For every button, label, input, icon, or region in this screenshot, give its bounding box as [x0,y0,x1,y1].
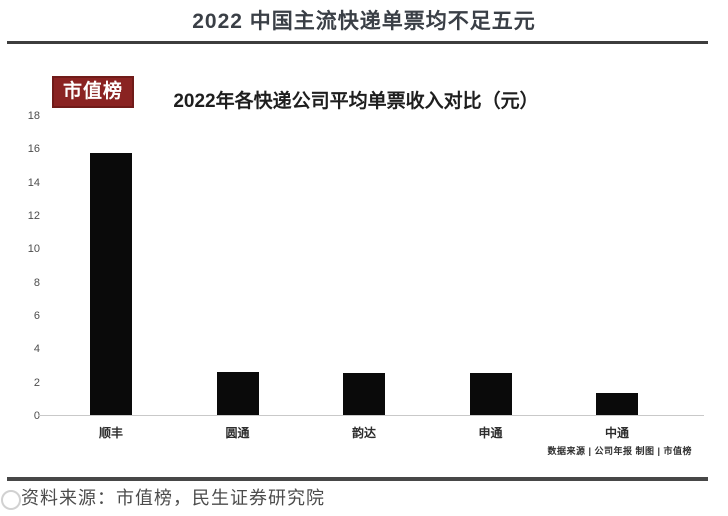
chart-source-note: 数据来源 | 公司年报 制图 | 市值榜 [547,446,692,456]
y-tick-label: 18 [27,110,40,122]
y-tick-label: 4 [33,343,40,356]
bar [90,153,132,415]
y-tick-label: 12 [27,210,40,222]
plot-area: 顺丰 圆通 韵达 申通 中通 [38,116,704,440]
watermark-icon [1,490,21,510]
page-title: 2022 中国主流快递单票均不足五元 [192,10,536,33]
y-tick-label: 0 [33,410,40,422]
bar [596,393,638,415]
y-tick-label: 6 [33,310,40,322]
bar [469,373,512,415]
x-tick-label: 顺丰 [98,426,123,440]
x-tick-label: 申通 [478,426,503,440]
y-tick-label: 8 [33,276,40,289]
chart-title: 2022年各快递公司平均单票收入对比（元） [173,91,539,112]
shizhibang-logo: 市值榜 [52,76,134,108]
source-caption: 资料来源：市值榜，民生证券研究院 [21,488,325,508]
bar [216,371,259,415]
y-tick-label: 14 [27,176,40,189]
bottom-divider [7,477,708,481]
y-tick-label: 2 [33,376,40,389]
x-tick-label: 韵达 [351,426,376,440]
y-axis: 0 2 4 6 8 10 12 14 16 18 [14,110,40,422]
x-tick-label: 圆通 [225,426,250,440]
bar [343,373,385,415]
top-divider [7,41,708,44]
x-axis-line [38,415,704,416]
x-tick-label: 中通 [604,426,629,440]
y-tick-label: 10 [27,243,40,256]
y-tick-label: 16 [27,143,40,156]
